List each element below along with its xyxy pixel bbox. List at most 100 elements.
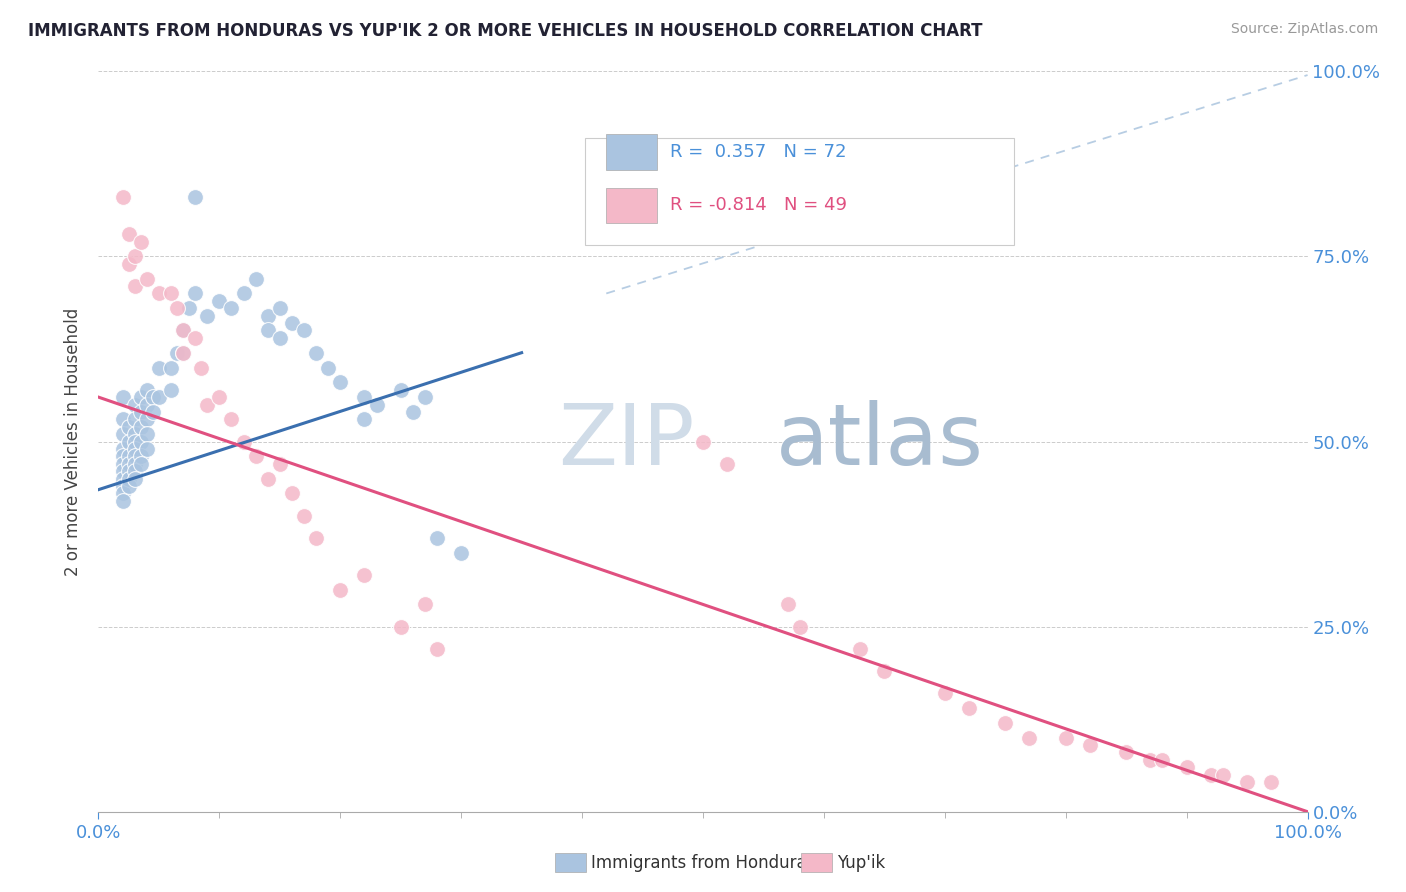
Point xyxy=(256,324,278,338)
Point xyxy=(269,331,291,345)
Point xyxy=(129,235,152,249)
Point xyxy=(245,450,267,464)
Point xyxy=(111,190,134,204)
Point xyxy=(281,316,304,330)
Point xyxy=(129,434,152,449)
Point xyxy=(245,271,267,285)
Point xyxy=(124,279,146,293)
Point xyxy=(135,271,157,285)
Point xyxy=(124,450,146,464)
Point xyxy=(111,486,134,500)
Point xyxy=(124,398,146,412)
Point xyxy=(142,405,165,419)
Point xyxy=(118,471,141,485)
Point xyxy=(305,345,328,359)
Text: Yup'ik: Yup'ik xyxy=(837,854,884,871)
Point xyxy=(184,286,207,301)
Point xyxy=(124,427,146,442)
Point xyxy=(849,641,872,656)
Point xyxy=(1236,775,1258,789)
Point xyxy=(111,457,134,471)
Point xyxy=(148,286,170,301)
Point xyxy=(124,464,146,478)
Point xyxy=(353,567,375,582)
Point xyxy=(789,619,811,633)
Point xyxy=(135,398,157,412)
Point xyxy=(111,471,134,485)
Point xyxy=(111,464,134,478)
Point xyxy=(124,412,146,426)
Point xyxy=(957,701,980,715)
Point xyxy=(142,390,165,404)
Point xyxy=(172,324,194,338)
FancyBboxPatch shape xyxy=(606,187,657,223)
Point xyxy=(124,250,146,264)
Text: IMMIGRANTS FROM HONDURAS VS YUP'IK 2 OR MORE VEHICLES IN HOUSEHOLD CORRELATION C: IMMIGRANTS FROM HONDURAS VS YUP'IK 2 OR … xyxy=(28,22,983,40)
Point xyxy=(281,486,304,500)
Point xyxy=(172,324,194,338)
Point xyxy=(124,457,146,471)
Point xyxy=(129,419,152,434)
Point xyxy=(1139,753,1161,767)
Point xyxy=(413,390,436,404)
Point xyxy=(1054,731,1077,745)
Point xyxy=(166,345,188,359)
Point xyxy=(269,301,291,316)
Point xyxy=(124,471,146,485)
Point xyxy=(1152,753,1174,767)
Point xyxy=(1115,746,1137,760)
Point xyxy=(184,331,207,345)
Point xyxy=(692,434,714,449)
Point xyxy=(135,427,157,442)
Point xyxy=(353,412,375,426)
Point xyxy=(118,450,141,464)
Point xyxy=(135,442,157,456)
Point xyxy=(172,345,194,359)
Point xyxy=(389,383,412,397)
FancyBboxPatch shape xyxy=(585,138,1014,245)
Point xyxy=(148,390,170,404)
Point xyxy=(305,531,328,545)
Point xyxy=(111,427,134,442)
Point xyxy=(195,398,218,412)
Point xyxy=(166,301,188,316)
Point xyxy=(135,383,157,397)
Point xyxy=(179,301,201,316)
Point xyxy=(256,309,278,323)
Point xyxy=(160,360,183,375)
FancyBboxPatch shape xyxy=(606,135,657,169)
Text: R = -0.814   N = 49: R = -0.814 N = 49 xyxy=(671,196,848,214)
Point xyxy=(124,442,146,456)
Point xyxy=(426,641,449,656)
Point xyxy=(111,479,134,493)
Point xyxy=(776,598,799,612)
Point xyxy=(994,715,1017,730)
Point xyxy=(160,383,183,397)
Point xyxy=(118,457,141,471)
Point xyxy=(111,450,134,464)
Point xyxy=(124,434,146,449)
Point xyxy=(316,360,339,375)
Point xyxy=(129,457,152,471)
Point xyxy=(135,412,157,426)
Point xyxy=(118,464,141,478)
Point xyxy=(256,471,278,485)
Point xyxy=(118,434,141,449)
Point xyxy=(366,398,388,412)
Point xyxy=(118,227,141,242)
Point xyxy=(129,450,152,464)
Point xyxy=(329,376,352,390)
Point xyxy=(232,286,254,301)
Point xyxy=(111,412,134,426)
Point xyxy=(426,531,449,545)
Point xyxy=(111,390,134,404)
Point xyxy=(1212,767,1234,781)
Point xyxy=(292,324,315,338)
Point xyxy=(111,493,134,508)
Point xyxy=(1018,731,1040,745)
Point xyxy=(232,434,254,449)
Point xyxy=(1078,738,1101,752)
Point xyxy=(329,582,352,597)
Point xyxy=(413,598,436,612)
Point xyxy=(716,457,738,471)
